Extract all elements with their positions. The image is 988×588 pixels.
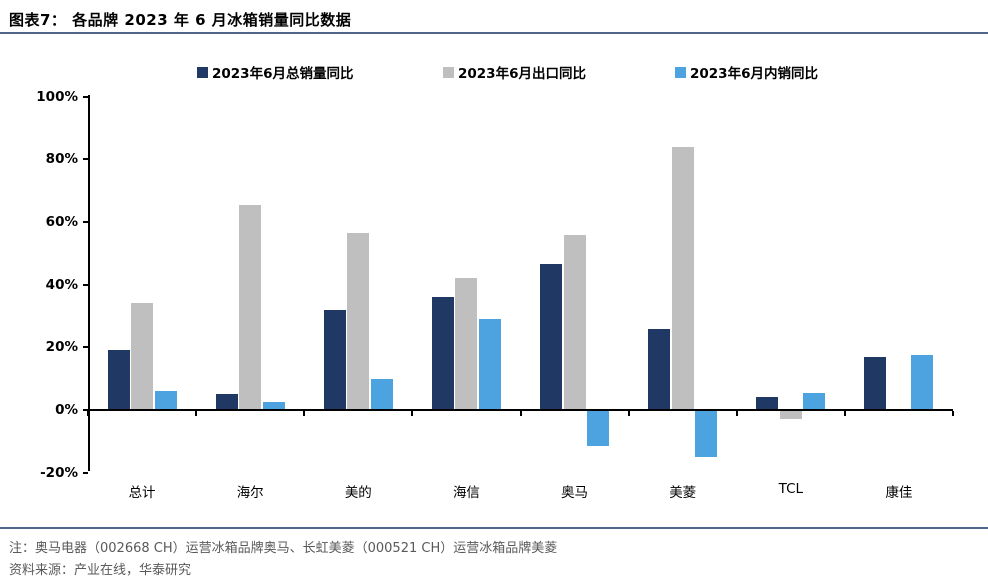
bar-2023年6月内销同比-海信 [478,319,501,410]
legend-label: 2023年6月出口同比 [458,66,586,82]
legend-label: 2023年6月内销同比 [690,66,818,82]
bar-2023年6月出口同比-总计 [131,303,154,410]
y-axis-tick [83,346,88,349]
x-axis-tick [735,411,738,416]
x-axis-tick [303,411,306,416]
x-axis-tick [627,411,630,416]
x-axis-tick [87,411,89,416]
bar-2023年6月内销同比-总计 [154,391,177,410]
x-axis-label: TCL [778,481,804,497]
x-axis-tick [195,411,198,416]
y-axis-tick-label: 100% [36,88,78,105]
bar-2023年6月内销同比-海尔 [262,402,285,410]
x-axis-tick [519,411,522,416]
x-axis-label: 总计 [128,485,156,501]
legend-label: 2023年6月总销量同比 [212,66,354,82]
chart-note: 注：奥马电器（002668 CH）运营冰箱品牌奥马、长虹美菱（000521 CH… [9,541,558,556]
bar-2023年6月总销量同比-海信 [431,297,454,410]
bar-2023年6月总销量同比-TCL [756,397,779,410]
y-axis-tick-label: 20% [45,339,78,356]
y-axis-tick-label: 40% [45,276,78,293]
y-axis-tick [83,221,88,223]
y-axis-tick [83,95,88,98]
x-axis-tick [411,411,414,416]
y-axis-tick [83,283,88,286]
bar-2023年6月总销量同比-海尔 [215,394,238,410]
bar-2023年6月总销量同比-美的 [323,309,346,410]
legend-swatch-icon [675,66,686,78]
x-axis-label: 海信 [452,485,480,501]
bar-2023年6月出口同比-美菱 [671,146,694,410]
bar-2023年6月总销量同比-美菱 [648,328,671,410]
y-axis-tick-label: 0% [55,402,78,418]
chart-source: 资料来源：产业在线，华泰研究 [9,563,192,578]
footer-divider [0,527,988,529]
bar-2023年6月出口同比-海尔 [239,204,262,410]
legend-swatch-icon [443,66,454,78]
bar-2023年6月总销量同比-康佳 [864,356,887,410]
y-axis-tick [83,471,88,474]
legend-item: 2023年6月内销同比 [675,63,818,82]
x-axis-line [88,409,953,411]
bar-2023年6月内销同比-美菱 [695,410,718,457]
y-axis-tick-label: 60% [45,214,78,230]
y-axis-tick [83,158,88,161]
legend-item: 2023年6月总销量同比 [197,63,354,82]
bar-2023年6月内销同比-TCL [803,392,826,410]
x-axis-tick [843,411,846,416]
x-axis-label: 美菱 [669,485,697,501]
figure-title: 图表7： 各品牌 2023 年 6 月冰箱销量同比数据 [9,11,352,29]
bar-2023年6月总销量同比-总计 [107,350,130,410]
chart-legend: 2023年6月总销量同比 2023年6月出口同比 2023年6月内销同比 [0,63,988,82]
bar-2023年6月总销量同比-奥马 [540,264,563,410]
bar-2023年6月内销同比-康佳 [911,355,934,410]
x-axis-label: 海尔 [236,485,264,501]
legend-swatch-icon [197,66,208,78]
bar-2023年6月内销同比-奥马 [587,410,610,447]
x-axis-label: 奥马 [561,485,589,501]
legend-item: 2023年6月出口同比 [443,63,586,82]
bar-2023年6月出口同比-海信 [455,278,478,410]
y-axis-tick-label: 80% [45,151,78,168]
x-axis-label: 康佳 [885,485,913,501]
x-axis-label: 美的 [344,485,372,501]
bar-2023年6月出口同比-美的 [347,232,370,410]
bar-2023年6月出口同比-奥马 [563,234,586,410]
y-axis-line [88,95,90,471]
bar-2023年6月内销同比-美的 [370,378,393,410]
title-divider [0,32,988,34]
y-axis-tick [83,409,88,411]
y-axis-tick-label: -20% [40,464,78,481]
x-axis-tick [952,411,954,416]
bar-2023年6月出口同比-TCL [779,410,802,420]
